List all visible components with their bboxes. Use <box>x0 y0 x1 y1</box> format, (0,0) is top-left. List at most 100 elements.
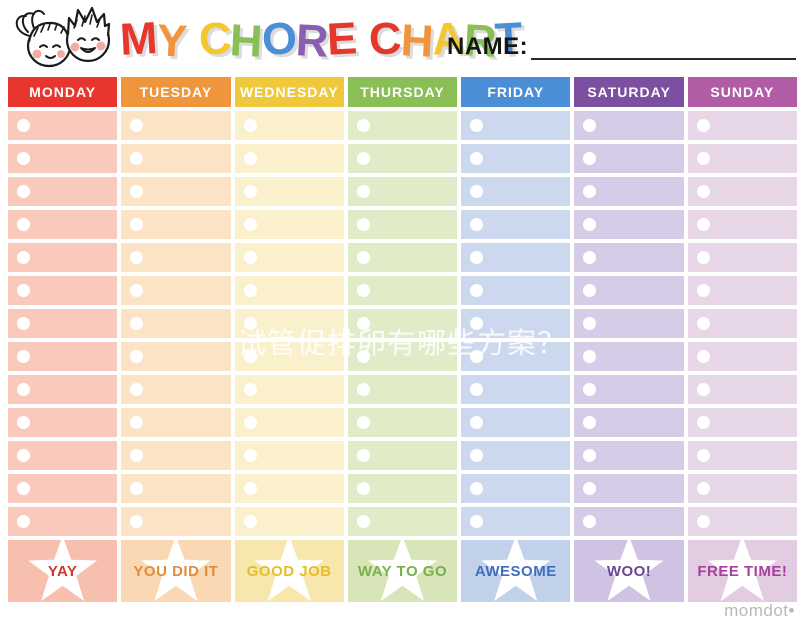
chore-dot[interactable] <box>356 185 370 198</box>
chore-dot[interactable] <box>356 218 370 231</box>
chore-dot[interactable] <box>583 284 597 297</box>
day-header-tuesday: TUESDAY <box>121 77 231 107</box>
chore-dot[interactable] <box>356 416 370 429</box>
chore-dot[interactable] <box>696 218 710 231</box>
chore-dot[interactable] <box>243 350 257 363</box>
chore-dot[interactable] <box>243 284 257 297</box>
reward-label: WAY TO GO <box>357 562 448 580</box>
chore-dot[interactable] <box>583 482 597 495</box>
chore-dot[interactable] <box>17 350 30 363</box>
chore-dot[interactable] <box>470 185 484 198</box>
chore-dot[interactable] <box>356 317 370 330</box>
chore-dot[interactable] <box>356 482 370 495</box>
chore-dot[interactable] <box>470 515 484 528</box>
chore-dot[interactable] <box>470 119 484 132</box>
chore-dot[interactable] <box>470 482 484 495</box>
chore-dot[interactable] <box>696 119 710 132</box>
chore-dot[interactable] <box>470 383 484 396</box>
chore-dot[interactable] <box>696 449 710 462</box>
chore-dot[interactable] <box>130 515 144 528</box>
chore-dot[interactable] <box>243 515 257 528</box>
chore-dot[interactable] <box>696 185 710 198</box>
chore-cell <box>461 507 571 536</box>
chore-dot[interactable] <box>470 152 484 165</box>
chore-dot[interactable] <box>470 218 484 231</box>
chore-dot[interactable] <box>243 218 257 231</box>
chore-dot[interactable] <box>696 284 710 297</box>
chore-dot[interactable] <box>356 284 370 297</box>
chore-dot[interactable] <box>17 119 30 132</box>
chore-dot[interactable] <box>470 317 484 330</box>
chore-dot[interactable] <box>130 119 144 132</box>
chore-dot[interactable] <box>583 218 597 231</box>
chore-dot[interactable] <box>130 185 144 198</box>
chore-dot[interactable] <box>130 383 144 396</box>
chore-dot[interactable] <box>17 185 30 198</box>
chore-dot[interactable] <box>470 416 484 429</box>
chore-dot[interactable] <box>696 251 710 264</box>
chore-dot[interactable] <box>583 383 597 396</box>
chore-dot[interactable] <box>583 449 597 462</box>
chore-dot[interactable] <box>17 251 30 264</box>
chore-dot[interactable] <box>17 383 30 396</box>
chore-dot[interactable] <box>356 251 370 264</box>
reward-cell-saturday: WOO! <box>574 540 684 602</box>
chore-dot[interactable] <box>17 482 30 495</box>
chore-dot[interactable] <box>17 317 30 330</box>
chore-dot[interactable] <box>243 317 257 330</box>
chore-dot[interactable] <box>130 482 144 495</box>
chore-dot[interactable] <box>696 416 710 429</box>
chore-dot[interactable] <box>130 218 144 231</box>
chore-dot[interactable] <box>356 515 370 528</box>
chore-cell <box>347 243 458 272</box>
chore-dot[interactable] <box>130 449 144 462</box>
chore-dot[interactable] <box>356 383 370 396</box>
chore-dot[interactable] <box>17 449 30 462</box>
chore-dot[interactable] <box>583 119 597 132</box>
chore-dot[interactable] <box>356 152 370 165</box>
chore-dot[interactable] <box>583 416 597 429</box>
chore-dot[interactable] <box>243 251 257 264</box>
chore-dot[interactable] <box>130 251 144 264</box>
chore-dot[interactable] <box>583 251 597 264</box>
chore-dot[interactable] <box>583 185 597 198</box>
chore-dot[interactable] <box>470 449 484 462</box>
chore-dot[interactable] <box>130 284 144 297</box>
chore-dot[interactable] <box>243 383 257 396</box>
chore-dot[interactable] <box>583 515 597 528</box>
chore-dot[interactable] <box>243 482 257 495</box>
name-input-line[interactable] <box>531 34 796 60</box>
chore-dot[interactable] <box>243 152 257 165</box>
chore-dot[interactable] <box>696 152 710 165</box>
chore-dot[interactable] <box>696 317 710 330</box>
chore-dot[interactable] <box>696 350 710 363</box>
chore-cell <box>234 441 344 470</box>
chore-dot[interactable] <box>243 119 257 132</box>
chore-dot[interactable] <box>470 284 484 297</box>
chore-dot[interactable] <box>470 350 484 363</box>
chore-dot[interactable] <box>17 416 30 429</box>
chore-dot[interactable] <box>130 317 144 330</box>
chore-dot[interactable] <box>17 515 30 528</box>
chore-dot[interactable] <box>583 317 597 330</box>
chore-dot[interactable] <box>696 482 710 495</box>
chore-dot[interactable] <box>130 152 144 165</box>
chore-cell <box>121 276 231 305</box>
chore-dot[interactable] <box>243 449 257 462</box>
chore-dot[interactable] <box>696 515 710 528</box>
chore-dot[interactable] <box>696 383 710 396</box>
chore-dot[interactable] <box>583 152 597 165</box>
chore-dot[interactable] <box>130 416 144 429</box>
chore-dot[interactable] <box>130 350 144 363</box>
chore-dot[interactable] <box>583 350 597 363</box>
chore-dot[interactable] <box>356 449 370 462</box>
chore-dot[interactable] <box>17 284 30 297</box>
chore-dot[interactable] <box>470 251 484 264</box>
chore-dot[interactable] <box>17 218 30 231</box>
chore-dot[interactable] <box>17 152 30 165</box>
reward-label: YAY <box>47 562 78 580</box>
chore-dot[interactable] <box>243 185 257 198</box>
chore-dot[interactable] <box>356 119 370 132</box>
chore-dot[interactable] <box>356 350 370 363</box>
chore-dot[interactable] <box>243 416 257 429</box>
